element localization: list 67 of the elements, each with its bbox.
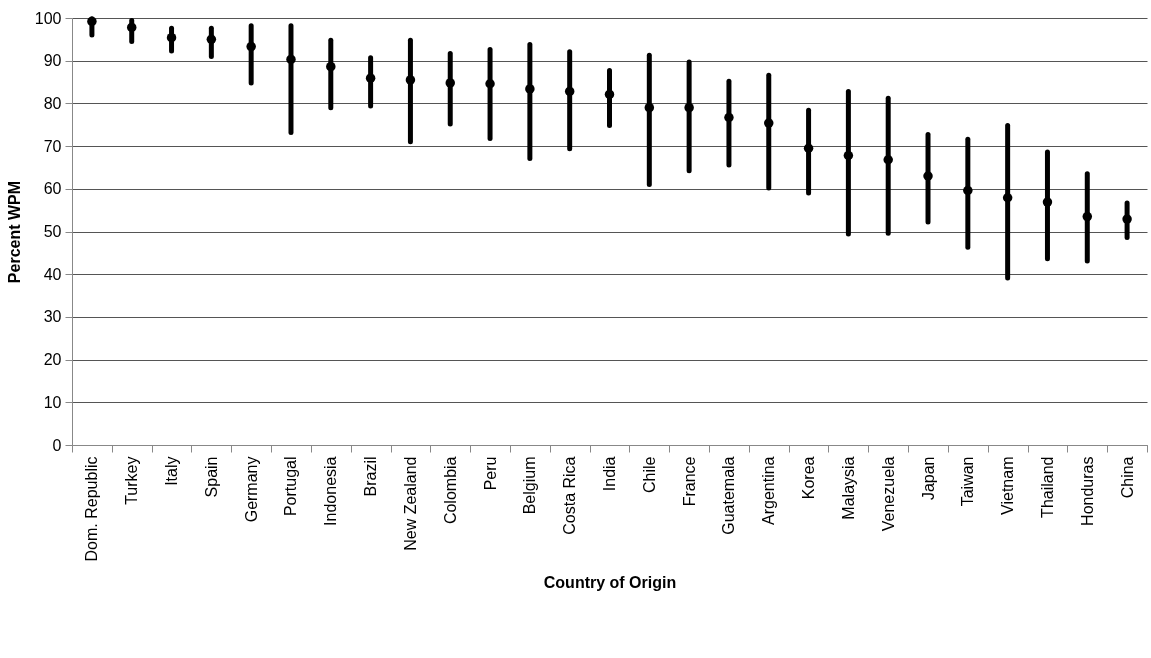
x-axis-title: Country of Origin	[543, 574, 677, 592]
y-tick-label: 30	[43, 308, 62, 326]
y-tick-label: 90	[43, 52, 62, 70]
point	[326, 61, 336, 72]
y-tick-label: 10	[43, 393, 62, 411]
x-tick-label: Japan	[919, 456, 937, 501]
point	[684, 102, 694, 113]
x-tick-label: Brazil	[362, 456, 380, 497]
point	[286, 54, 296, 65]
x-tick-label: Indonesia	[322, 456, 340, 526]
x-tick-label: Belgium	[521, 456, 539, 515]
y-tick-label: 0	[52, 436, 62, 454]
point	[405, 75, 416, 85]
x-tick-label: Costa Rica	[561, 456, 579, 535]
x-tick-label: Chile	[640, 456, 658, 493]
x-tick-label: Dom. Republic	[83, 456, 101, 562]
x-tick-label: India	[601, 456, 618, 492]
point	[843, 150, 854, 161]
y-tick-label: 50	[43, 223, 62, 240]
point	[365, 73, 376, 83]
y-tick-label: 60	[43, 180, 62, 198]
x-tick-label: Malaysia	[839, 456, 857, 520]
x-tick-label: Germany	[242, 456, 260, 523]
x-tick-label: Thailand	[1038, 456, 1056, 518]
point	[764, 118, 774, 128]
point	[206, 34, 217, 45]
x-tick-label: Venezuela	[879, 456, 897, 532]
x-tick-label: Turkey	[123, 456, 141, 505]
point	[485, 79, 495, 89]
x-tick-label: Italy	[163, 456, 181, 486]
x-tick-label: China	[1118, 456, 1136, 499]
x-tick-label: Peru	[481, 456, 499, 491]
x-tick-label: Argentina	[760, 456, 778, 525]
y-tick-label: 70	[43, 137, 62, 155]
point	[1122, 214, 1132, 224]
x-tick-label: Honduras	[1078, 456, 1096, 526]
point	[724, 112, 734, 123]
x-tick-label: Spain	[202, 456, 220, 498]
point	[1002, 193, 1013, 203]
x-tick-label: Colombia	[441, 456, 459, 525]
point	[803, 143, 814, 153]
x-tick-label: Portugal	[282, 456, 300, 517]
x-tick-label: Taiwan	[959, 456, 977, 507]
point	[604, 89, 615, 100]
point	[1082, 211, 1093, 222]
y-tick-label: 40	[43, 265, 62, 283]
point	[1042, 197, 1053, 207]
point	[87, 16, 97, 27]
point	[525, 84, 535, 94]
y-axis-title: Percent WPM	[5, 180, 23, 284]
point	[963, 185, 973, 196]
x-tick-label: New Zealand	[401, 456, 419, 551]
point	[564, 86, 575, 97]
x-tick-label: Vietnam	[999, 456, 1017, 515]
point	[166, 32, 177, 43]
x-tick-label: Korea	[800, 456, 818, 500]
y-tick-label: 20	[43, 351, 62, 369]
point	[126, 22, 137, 33]
y-tick-label: 100	[34, 9, 62, 27]
point	[246, 41, 256, 52]
x-tick-label: France	[680, 456, 698, 507]
point	[644, 102, 655, 113]
point	[923, 171, 933, 181]
point	[883, 155, 893, 165]
point	[445, 78, 455, 88]
y-tick-label: 80	[43, 94, 62, 112]
x-tick-label: Guatemala	[720, 456, 738, 535]
